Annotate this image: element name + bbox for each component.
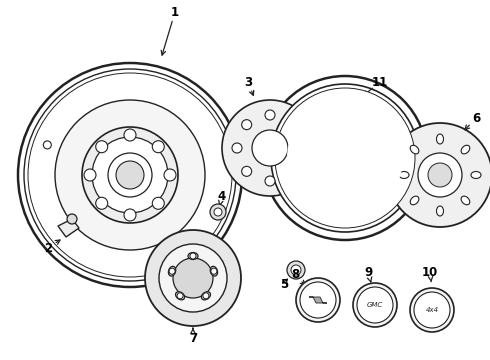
Circle shape <box>252 130 288 166</box>
Circle shape <box>275 88 415 228</box>
Circle shape <box>190 253 196 259</box>
Circle shape <box>145 230 241 326</box>
Circle shape <box>410 288 454 332</box>
Circle shape <box>164 169 176 181</box>
Text: 1: 1 <box>171 5 179 18</box>
Circle shape <box>210 204 226 220</box>
Circle shape <box>242 120 252 130</box>
Circle shape <box>232 143 242 153</box>
Text: 4: 4 <box>218 189 226 202</box>
Circle shape <box>242 166 252 176</box>
Circle shape <box>353 283 397 327</box>
Circle shape <box>124 209 136 221</box>
Circle shape <box>211 268 217 274</box>
Text: 5: 5 <box>280 279 288 292</box>
Polygon shape <box>309 297 327 303</box>
Circle shape <box>173 258 213 298</box>
Circle shape <box>96 141 108 153</box>
Circle shape <box>152 197 164 209</box>
Circle shape <box>177 293 183 299</box>
Ellipse shape <box>437 134 443 144</box>
Circle shape <box>108 153 152 197</box>
Ellipse shape <box>461 196 470 205</box>
Text: GMC: GMC <box>367 302 383 308</box>
Circle shape <box>124 129 136 141</box>
Circle shape <box>287 261 305 279</box>
Text: 8: 8 <box>291 269 299 282</box>
Circle shape <box>428 163 452 187</box>
Ellipse shape <box>410 145 419 154</box>
Circle shape <box>288 166 298 176</box>
Ellipse shape <box>410 196 419 205</box>
Ellipse shape <box>471 171 481 179</box>
Text: 10: 10 <box>422 266 438 279</box>
Circle shape <box>18 63 242 287</box>
Circle shape <box>222 100 318 196</box>
Ellipse shape <box>461 145 470 154</box>
Ellipse shape <box>399 171 409 179</box>
Circle shape <box>24 69 236 281</box>
Circle shape <box>159 244 227 312</box>
Circle shape <box>388 123 490 227</box>
Circle shape <box>271 84 419 232</box>
Ellipse shape <box>175 292 185 300</box>
Circle shape <box>300 282 336 318</box>
Text: 6: 6 <box>472 112 480 125</box>
Circle shape <box>414 292 450 328</box>
Circle shape <box>265 176 275 186</box>
Circle shape <box>214 208 222 216</box>
Polygon shape <box>58 219 79 237</box>
Circle shape <box>288 120 298 130</box>
Circle shape <box>84 169 96 181</box>
Circle shape <box>96 197 108 209</box>
Text: 7: 7 <box>189 332 197 345</box>
Circle shape <box>169 268 175 274</box>
Ellipse shape <box>210 266 218 276</box>
Circle shape <box>203 293 209 299</box>
Circle shape <box>418 153 462 197</box>
Circle shape <box>67 214 77 224</box>
Text: 9: 9 <box>364 266 372 279</box>
Circle shape <box>296 278 340 322</box>
Circle shape <box>28 73 232 277</box>
Ellipse shape <box>201 292 211 300</box>
Text: 11: 11 <box>372 76 388 89</box>
Ellipse shape <box>188 252 198 260</box>
Circle shape <box>116 161 144 189</box>
Text: 3: 3 <box>244 76 252 89</box>
Circle shape <box>82 127 178 223</box>
Circle shape <box>92 137 168 213</box>
Circle shape <box>287 100 403 216</box>
Ellipse shape <box>169 266 176 276</box>
Circle shape <box>152 141 164 153</box>
Circle shape <box>43 141 51 149</box>
Circle shape <box>298 143 308 153</box>
Circle shape <box>291 265 301 275</box>
Circle shape <box>357 287 393 323</box>
Text: 4x4: 4x4 <box>425 307 439 313</box>
Text: 2: 2 <box>44 242 52 255</box>
Ellipse shape <box>437 206 443 216</box>
Circle shape <box>265 110 275 120</box>
Circle shape <box>263 76 427 240</box>
Circle shape <box>55 100 205 250</box>
